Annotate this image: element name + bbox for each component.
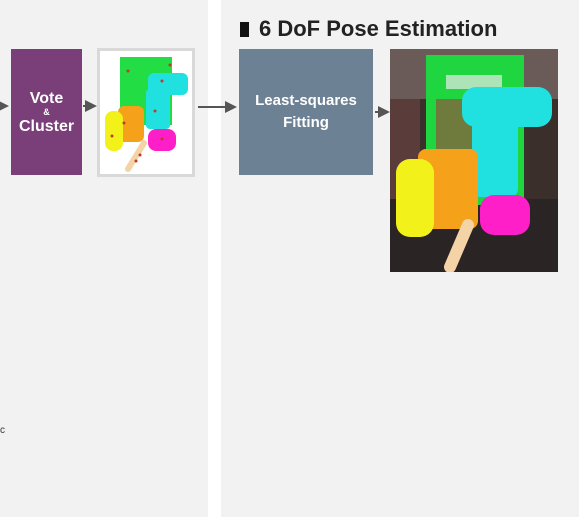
vote-label: Vote: [29, 89, 64, 107]
pose-result-image: [390, 49, 558, 272]
cluster-label: Cluster: [18, 117, 75, 135]
section-title-text: 6 DoF Pose Estimation: [259, 16, 498, 41]
amp-label: &: [43, 106, 50, 117]
fitting-label-line1: Least-squares: [255, 92, 357, 109]
left-edge-text-fragment: c: [0, 425, 5, 436]
clustered-points-image: [97, 48, 195, 177]
vote-cluster-box: Vote & Cluster: [11, 49, 82, 175]
section-title: 6 DoF Pose Estimation: [240, 14, 497, 44]
fitting-label-line2: Fitting: [283, 114, 329, 131]
least-squares-fitting-box: Least-squares Fitting: [239, 49, 373, 175]
square-bullet-icon: [240, 21, 249, 37]
